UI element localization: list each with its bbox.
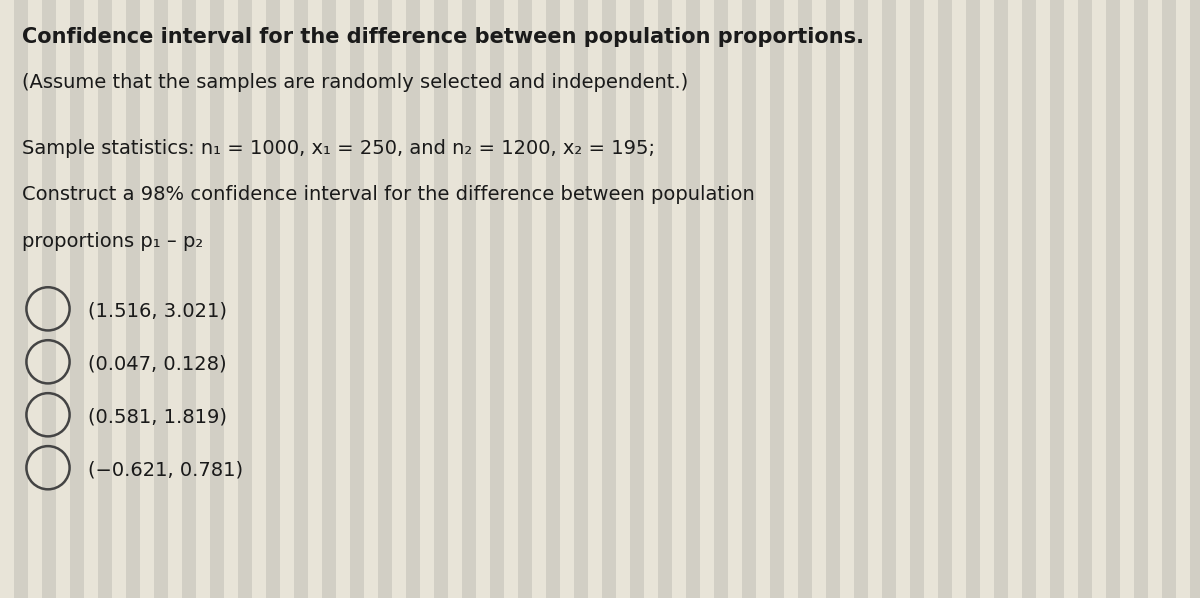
Text: (1.516, 3.021): (1.516, 3.021) bbox=[88, 301, 227, 321]
Text: proportions p₁ – p₂: proportions p₁ – p₂ bbox=[22, 232, 203, 251]
Text: Construct a 98% confidence interval for the difference between population: Construct a 98% confidence interval for … bbox=[22, 185, 755, 205]
Text: Sample statistics: n₁ = 1000, x₁ = 250, and n₂ = 1200, x₂ = 195;: Sample statistics: n₁ = 1000, x₁ = 250, … bbox=[22, 139, 655, 158]
Text: (Assume that the samples are randomly selected and independent.): (Assume that the samples are randomly se… bbox=[22, 72, 688, 91]
Text: (0.581, 1.819): (0.581, 1.819) bbox=[88, 408, 227, 426]
Text: (−0.621, 0.781): (−0.621, 0.781) bbox=[88, 460, 242, 480]
Text: Confidence interval for the difference between population proportions.: Confidence interval for the difference b… bbox=[22, 27, 864, 47]
Text: (0.047, 0.128): (0.047, 0.128) bbox=[88, 355, 227, 374]
